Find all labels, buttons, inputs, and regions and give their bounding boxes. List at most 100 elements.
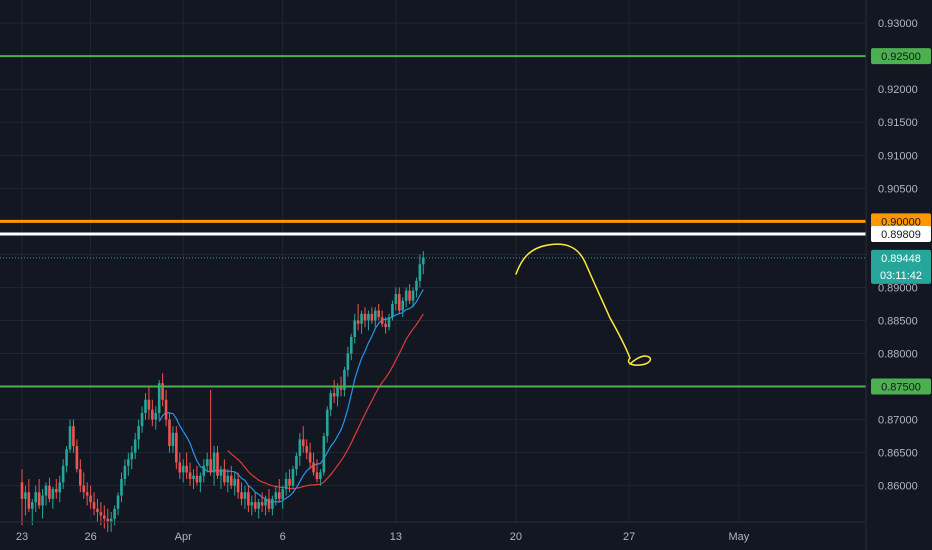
candle-body: [257, 502, 260, 509]
candle-body: [195, 475, 199, 483]
y-tick-label: 0.88500: [878, 315, 918, 327]
candle-body: [387, 317, 391, 328]
candle-body: [401, 300, 405, 311]
candle-body: [305, 446, 308, 453]
candle-body: [92, 502, 96, 509]
candle-body: [51, 488, 55, 499]
candle-body: [233, 479, 236, 486]
candle-body: [178, 462, 182, 473]
last-price-text: 0.89448: [881, 253, 921, 265]
level-price-text: 0.92500: [881, 51, 921, 63]
y-tick-label: 0.86000: [878, 481, 918, 493]
x-tick-label: 13: [390, 531, 402, 543]
time-axis[interactable]: 23 26 Apr 6 13 20 27 May: [0, 521, 866, 543]
candle-body: [202, 465, 206, 476]
candle-body: [377, 310, 381, 318]
candle-body: [72, 426, 75, 447]
y-tick-label: 0.92000: [878, 84, 918, 96]
candle-body: [68, 426, 72, 450]
candle-body: [140, 412, 144, 427]
candle-body: [55, 488, 58, 493]
y-tick-label: 0.88000: [878, 349, 918, 361]
candle-body: [422, 257, 425, 265]
candle-body: [164, 399, 168, 420]
candle-body: [274, 492, 278, 499]
candle-body: [301, 439, 305, 447]
x-tick-label: 6: [280, 531, 286, 543]
candle-body: [398, 294, 401, 311]
candle-body: [415, 280, 418, 291]
countdown-text: 03:11:42: [880, 270, 922, 282]
candle-body: [120, 479, 123, 496]
candle-body: [116, 495, 120, 509]
candle-body: [157, 383, 161, 413]
candle-body: [37, 492, 41, 506]
candle-body: [34, 492, 38, 503]
candle-body: [336, 386, 339, 397]
candle-body: [346, 353, 350, 371]
level-price-tag: [871, 48, 931, 65]
candle-body: [260, 502, 264, 506]
candle-body: [161, 383, 164, 400]
candle-body: [219, 469, 223, 476]
candle-body: [353, 320, 357, 337]
candle-body: [418, 264, 422, 281]
candle-body: [188, 472, 192, 480]
candle-body: [367, 313, 370, 321]
candle-body: [370, 313, 374, 321]
candle-body: [243, 492, 247, 499]
candle-body: [130, 452, 134, 460]
candle-body: [85, 492, 89, 496]
x-tick-label: Apr: [175, 531, 192, 543]
candle-body: [298, 439, 302, 456]
candle-body: [192, 475, 195, 480]
y-tick-label: 0.91500: [878, 117, 918, 129]
candle-body: [151, 409, 154, 420]
candle-body: [24, 492, 27, 499]
level-price-text: 0.90000: [881, 216, 921, 228]
candle-body: [96, 508, 99, 513]
candle-body: [82, 485, 86, 493]
candle-body: [312, 462, 315, 473]
y-tick-label: 0.90500: [878, 183, 918, 195]
candle-body: [284, 479, 288, 489]
x-tick-label: May: [728, 531, 749, 543]
candle-body: [48, 485, 51, 499]
candle-body: [226, 475, 230, 483]
candle-body: [147, 399, 151, 410]
candle-body: [223, 469, 226, 483]
candle-body: [41, 495, 44, 506]
candle-body: [133, 439, 137, 453]
candle-body: [404, 290, 408, 301]
horizontal-levels[interactable]: [0, 55, 866, 388]
candle-body: [343, 370, 346, 390]
candle-body: [363, 313, 367, 321]
candle-body: [209, 459, 212, 473]
level-price-text: 0.87500: [881, 382, 921, 394]
candle-body: [322, 436, 326, 473]
candle-body: [384, 323, 387, 328]
level-price-tag: [871, 378, 931, 395]
candle-body: [295, 455, 298, 470]
candle-body: [44, 485, 48, 496]
candle-body: [58, 482, 62, 493]
ma-slow-line: [227, 313, 424, 490]
candle-body: [171, 432, 175, 447]
freehand-drawing[interactable]: [515, 243, 652, 366]
candle-body: [103, 515, 106, 519]
candle-body: [144, 399, 147, 413]
y-tick-label: 0.93000: [878, 18, 918, 30]
candle-body: [236, 479, 240, 493]
candle-body: [181, 465, 185, 473]
candle-body: [267, 498, 271, 509]
candle-body: [89, 495, 92, 503]
candle-body: [325, 409, 329, 437]
candle-body: [65, 449, 68, 466]
candle-body: [113, 508, 116, 519]
x-tick-label: 26: [84, 531, 96, 543]
candle-body: [168, 419, 171, 447]
y-tick-label: 0.91000: [878, 150, 918, 162]
x-tick-label: 27: [623, 531, 635, 543]
candle-body: [154, 412, 158, 420]
